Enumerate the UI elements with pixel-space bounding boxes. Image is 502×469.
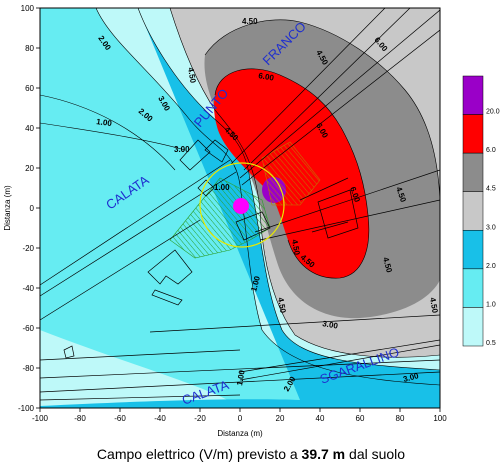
legend-swatch (462, 230, 484, 270)
legend-level-label: 6.0 (486, 147, 496, 154)
contour-label: 4.50 (290, 239, 302, 256)
contour-map (40, 8, 440, 408)
legend-swatch (462, 114, 484, 154)
legend-level-label: 20.0 (486, 109, 500, 116)
x-axis-title: Distanza (m) (217, 429, 263, 438)
y-tick-label: 40 (25, 124, 34, 133)
x-tick-label: 80 (396, 414, 405, 423)
y-tick-label: 100 (21, 4, 35, 13)
contour-label: 3.00 (402, 371, 420, 384)
legend-swatch (462, 191, 484, 231)
x-tick-label: 60 (356, 414, 365, 423)
y-tick-label: -40 (22, 284, 34, 293)
legend-swatch (462, 307, 484, 347)
caption-suffix: dal suolo (349, 446, 406, 462)
contour-label: 1.00 (235, 369, 247, 386)
legend-swatch (462, 152, 484, 192)
map-lines (40, 8, 440, 401)
y-axis: 100 80 60 40 20 0 -20 -40 -60 -80 -100 (18, 4, 40, 413)
legend-level-label: 3.0 (486, 224, 496, 231)
x-tick-label: 40 (316, 414, 325, 423)
y-tick-label: -60 (22, 324, 34, 333)
x-axis: -100 -80 -60 -40 -20 0 20 40 60 80 100 (32, 408, 447, 423)
figure-caption: Campo elettrico (V/m) previsto a 39.7 m … (0, 446, 502, 462)
x-tick-label: -60 (114, 414, 126, 423)
x-tick-label: -100 (32, 414, 49, 423)
legend-level-label: 1.0 (486, 301, 496, 308)
y-tick-label: -100 (18, 404, 35, 413)
legend-level-label: 2.0 (486, 263, 496, 270)
x-tick-label: -80 (74, 414, 86, 423)
contour-label: 1.00 (249, 275, 262, 293)
legend-swatch (462, 75, 484, 115)
y-tick-label: 20 (25, 164, 34, 173)
y-tick-label: -20 (22, 244, 34, 253)
y-tick-label: 60 (25, 84, 34, 93)
y-axis-title: Distanza (m) (3, 185, 12, 231)
x-tick-label: 100 (433, 414, 447, 423)
contour-label: 3.00 (322, 319, 339, 331)
contour-label: 6.00 (258, 71, 275, 83)
contour-label: 1.00 (214, 183, 230, 192)
x-tick-label: -20 (194, 414, 206, 423)
caption-height-value: 39.7 m (301, 446, 346, 462)
x-tick-label: 20 (276, 414, 285, 423)
legend-colorbar: 20.0 6.0 4.5 3.0 2.0 1.0 0.5 (462, 75, 500, 347)
legend-level-label: 4.5 (486, 186, 496, 193)
y-tick-label: -80 (22, 364, 34, 373)
x-tick-label: -40 (154, 414, 166, 423)
legend-swatch (462, 268, 484, 308)
pier-hatched-area (169, 177, 271, 259)
y-tick-label: 0 (30, 204, 35, 213)
x-tick-label: 0 (238, 414, 243, 423)
contour-label: 4.50 (428, 297, 440, 314)
contour-label: 4.50 (276, 297, 288, 314)
y-tick-label: 80 (25, 44, 34, 53)
contour-label: 4.50 (186, 67, 198, 84)
reference-circle (199, 162, 285, 248)
caption-prefix: Campo elettrico (V/m) previsto a (96, 446, 298, 462)
antenna-marker (233, 198, 249, 214)
legend-level-label: 0.5 (486, 340, 496, 347)
contour-label: 3.00 (174, 145, 190, 154)
contour-label: 4.50 (381, 256, 394, 274)
contour-label: 1.00 (96, 117, 113, 128)
contour-label: 4.50 (242, 17, 258, 26)
